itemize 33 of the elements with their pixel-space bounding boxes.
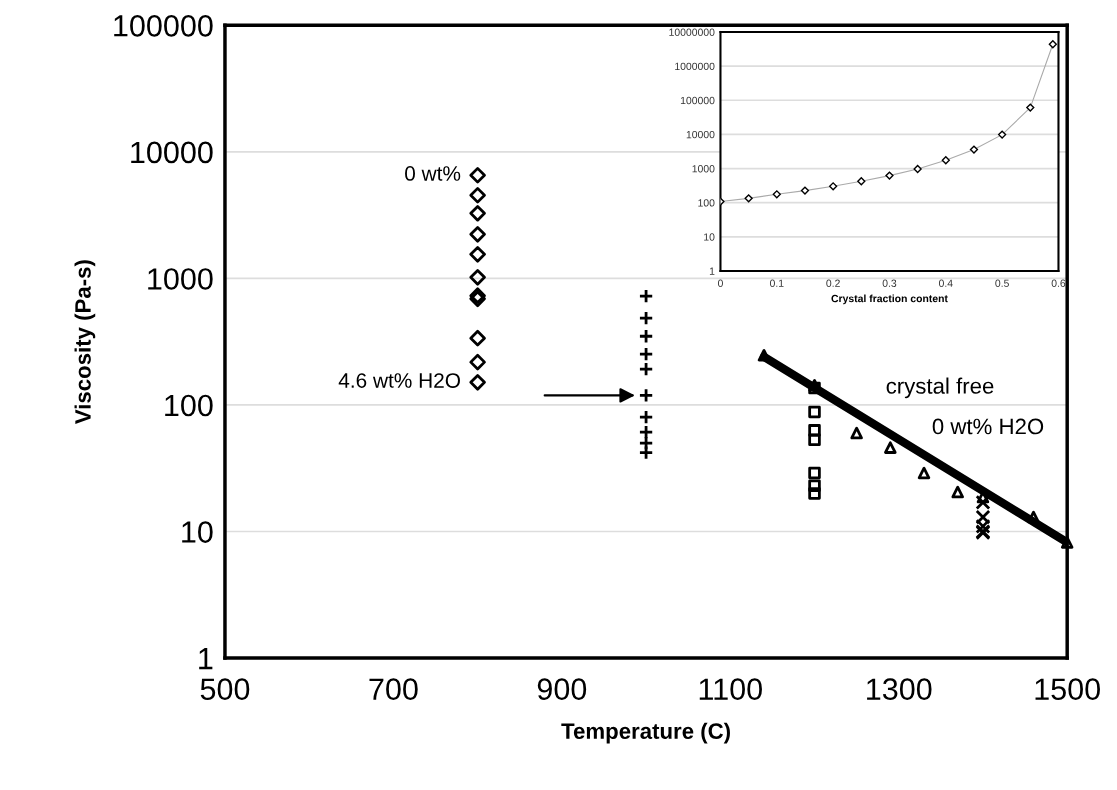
x-tick-label: 0.2	[826, 279, 840, 287]
x-tick-label: 1300	[867, 678, 932, 700]
y-tick-label: 10000	[686, 130, 715, 139]
x-axis-title: Crystal fraction content	[831, 294, 948, 305]
y-tick-label: 1000	[692, 165, 715, 173]
y-tick-label: 1	[709, 267, 715, 275]
y-axis-title: Viscosity (Pa-s)	[74, 260, 96, 425]
annotation: 0 wt%	[405, 166, 461, 181]
y-tick-label: 1000000	[675, 62, 715, 71]
y-tick-label: 100000	[114, 15, 213, 37]
y-tick-label: 10000	[131, 141, 213, 164]
x-tick-label: 1100	[699, 678, 762, 700]
annotation: crystal free	[886, 377, 994, 399]
x-tick-label: 0.1	[769, 279, 784, 287]
x-tick-label: 500	[200, 678, 250, 700]
x-tick-label: 1500	[1035, 678, 1100, 700]
x-axis-title: Temperature (C)	[561, 722, 730, 744]
x-tick-label: 0.3	[882, 279, 897, 287]
x-tick-label: 0.4	[938, 279, 953, 287]
annotation: 0 wt% H2O	[932, 418, 1044, 435]
x-tick-label: 0	[717, 279, 723, 287]
y-tick-label: 10	[704, 233, 715, 241]
annotation: 4.6 wt% H2O	[338, 373, 460, 388]
x-tick-label: 0.5	[995, 279, 1009, 287]
y-tick-label: 10000000	[669, 28, 715, 36]
y-tick-label: 10	[182, 521, 213, 543]
y-tick-label: 100	[698, 199, 715, 207]
y-tick-label: 1000	[148, 268, 213, 290]
x-tick-label: 700	[369, 678, 418, 700]
x-tick-label: 900	[537, 678, 587, 700]
y-tick-label: 100000	[680, 96, 715, 105]
y-tick-label: 1	[199, 648, 213, 670]
y-tick-label: 100	[165, 394, 213, 417]
